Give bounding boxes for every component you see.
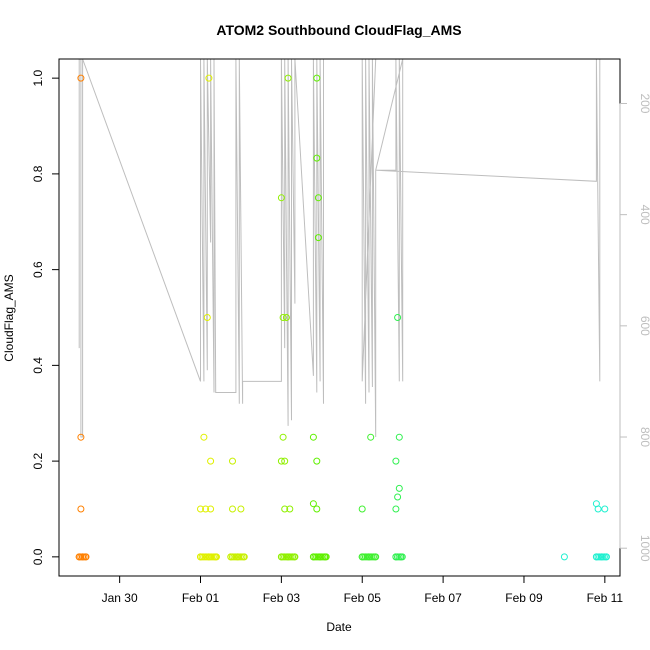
data-point	[594, 505, 602, 513]
x-tick-label: Feb 07	[424, 591, 462, 605]
data-point	[392, 505, 400, 513]
data-point	[82, 553, 90, 561]
data-point	[601, 505, 609, 513]
data-point	[313, 457, 321, 465]
data-point	[314, 234, 322, 242]
points-layer	[75, 74, 610, 561]
data-point	[75, 553, 83, 561]
data-point	[313, 154, 321, 162]
data-point	[358, 505, 366, 513]
data-point	[395, 433, 403, 441]
data-point	[212, 553, 220, 561]
data-point	[592, 553, 600, 561]
data-point	[314, 194, 322, 202]
data-point	[309, 433, 317, 441]
data-point	[205, 553, 213, 561]
x-tick-label: Feb 09	[505, 591, 543, 605]
data-point	[372, 553, 380, 561]
data-point	[397, 553, 405, 561]
x-axis-label: Date	[326, 620, 352, 634]
data-point	[229, 457, 236, 465]
data-point	[207, 505, 215, 513]
data-point	[286, 505, 294, 513]
data-point	[77, 74, 85, 82]
data-point	[365, 553, 373, 561]
x-axis: Jan 30 Feb 01 Feb 03 Feb 05 Feb 07 Feb 09 Feb …	[102, 575, 624, 605]
data-point	[309, 553, 317, 561]
data-point	[277, 457, 285, 465]
plot-frame	[58, 58, 621, 577]
data-point	[279, 314, 287, 321]
y-tick-label: 0.4	[31, 357, 45, 374]
data-point	[77, 505, 85, 513]
y2-tick-label: 600	[638, 316, 650, 336]
data-point	[202, 505, 210, 513]
data-point	[358, 553, 366, 561]
data-point	[282, 314, 290, 321]
y-axis: 0.0 0.2 0.4 0.6 0.8 1.0	[31, 69, 60, 565]
data-point	[394, 493, 402, 501]
x-tick-label: Feb 03	[263, 591, 301, 605]
data-point	[395, 484, 403, 492]
y2-tick-label: 200	[638, 93, 650, 113]
y-tick-label: 1.0	[31, 69, 45, 86]
data-point	[197, 553, 204, 561]
y2-axis: 200 400 600 800 1000	[619, 93, 650, 562]
chart-title: ATOM2 Southbound CloudFlag_AMS	[216, 22, 461, 38]
data-point	[560, 553, 568, 561]
y-tick-label: 0.8	[31, 165, 45, 182]
data-point	[207, 457, 215, 465]
data-point	[291, 553, 299, 561]
data-point	[394, 314, 402, 321]
data-point	[234, 553, 242, 561]
data-point	[284, 553, 292, 561]
data-point	[598, 553, 605, 561]
data-point	[309, 500, 317, 508]
data-point	[279, 433, 287, 441]
data-point	[316, 553, 324, 561]
x-tick-label: Jan 30	[102, 591, 138, 605]
data-point	[313, 74, 321, 82]
data-point	[603, 553, 610, 561]
data-point	[77, 433, 85, 441]
data-point	[203, 314, 211, 321]
data-point	[392, 553, 400, 561]
y-tick-label: 0.0	[31, 548, 45, 565]
data-point	[227, 553, 235, 561]
data-point	[367, 433, 375, 441]
x-tick-label: Feb 01	[182, 591, 220, 605]
data-point	[281, 505, 289, 513]
pressure-line	[78, 58, 601, 438]
y2-tick-label: 1000	[638, 535, 650, 562]
data-point	[281, 457, 289, 465]
data-point	[229, 505, 236, 513]
data-point	[200, 433, 208, 441]
y2-tick-label: 400	[638, 205, 650, 225]
data-point	[284, 74, 292, 82]
data-point	[313, 505, 321, 513]
y2-tick-label: 800	[638, 427, 650, 447]
x-tick-label: Feb 11	[587, 591, 624, 605]
y-tick-label: 0.2	[31, 452, 45, 469]
data-point	[79, 553, 87, 561]
data-point	[392, 457, 400, 465]
y-axis-label: CloudFlag_AMS	[2, 274, 16, 361]
data-point	[237, 505, 245, 513]
data-point	[240, 553, 248, 561]
data-point	[321, 553, 329, 561]
x-tick-label: Feb 05	[344, 591, 382, 605]
data-point	[277, 553, 285, 561]
data-point	[197, 505, 204, 513]
data-point	[205, 74, 213, 82]
pressure-line-layer	[78, 58, 601, 438]
y-tick-label: 0.6	[31, 261, 45, 278]
data-point	[277, 194, 285, 202]
